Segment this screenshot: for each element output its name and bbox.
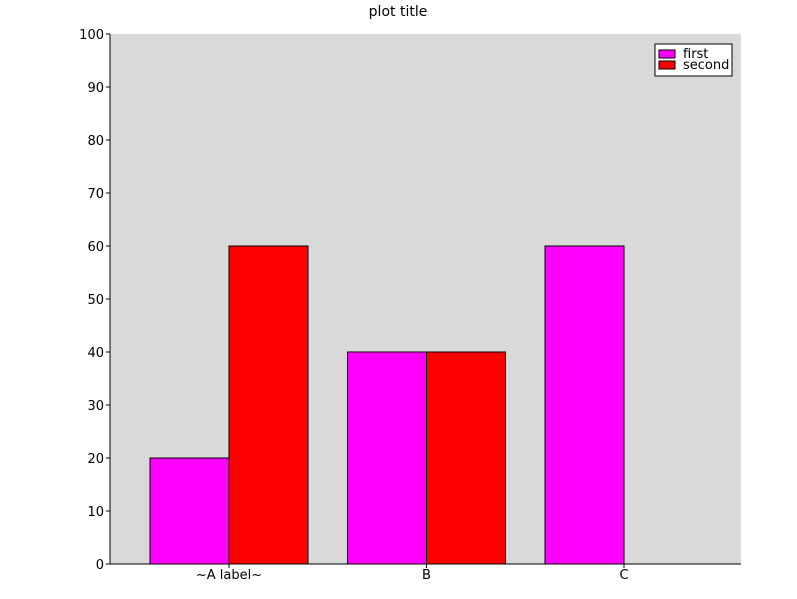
y-tick-label-90: 90 bbox=[87, 81, 104, 96]
legend-swatch-first bbox=[658, 49, 676, 59]
bar-first-1 bbox=[347, 351, 427, 565]
legend-box bbox=[654, 43, 733, 77]
y-tick-label-100: 100 bbox=[79, 28, 104, 43]
bar-second-1 bbox=[426, 351, 506, 565]
y-tick-label-60: 60 bbox=[87, 240, 104, 255]
y-tick-label-80: 80 bbox=[87, 134, 104, 149]
bar-first-2 bbox=[544, 245, 625, 565]
x-tick-label-2: C bbox=[619, 568, 628, 583]
bar-second-0 bbox=[228, 245, 309, 565]
y-tick-label-40: 40 bbox=[87, 346, 104, 361]
bars-group bbox=[149, 245, 625, 565]
y-tick-label-50: 50 bbox=[87, 293, 104, 308]
bar-first-0 bbox=[149, 457, 230, 565]
x-tick-label-1: B bbox=[422, 568, 431, 583]
legend-swatch-second bbox=[658, 60, 676, 70]
y-tick-label-0: 0 bbox=[96, 558, 104, 573]
y-tick-label-20: 20 bbox=[87, 452, 104, 467]
y-tick-label-10: 10 bbox=[87, 505, 104, 520]
x-tick-label-0: ~A label~ bbox=[196, 568, 262, 583]
axes-group: 0 10 20 30 40 50 60 70 80 90 100 ~A label~ B C bbox=[79, 28, 741, 583]
chart-title: plot title bbox=[369, 4, 428, 20]
y-tick-label-30: 30 bbox=[87, 399, 104, 414]
legend-label-second: second bbox=[683, 58, 729, 73]
y-tick-label-70: 70 bbox=[87, 187, 104, 202]
legend-label-first: first bbox=[683, 47, 708, 62]
